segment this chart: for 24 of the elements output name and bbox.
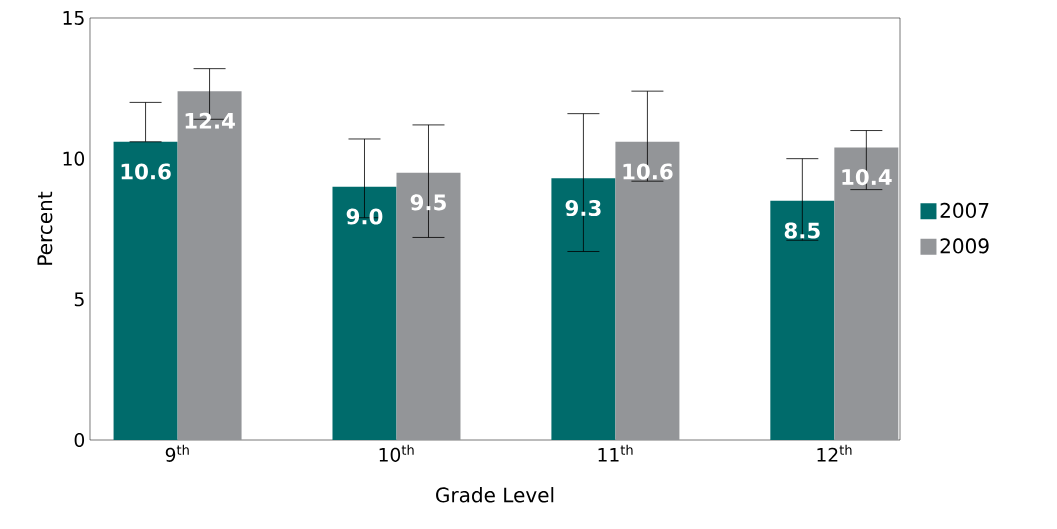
bar: [834, 147, 899, 440]
legend-label: 2009: [940, 238, 989, 254]
bar: [615, 141, 680, 440]
x-tick-label: 9$^{th}$: [165, 444, 189, 462]
bar: [551, 178, 616, 440]
y-tick-label: 0: [74, 432, 85, 448]
x-tick-label: 12$^{th}$: [817, 444, 852, 462]
data-label: 10.6: [121, 163, 171, 180]
x-axis-title: Grade Level: [436, 487, 554, 503]
x-tick-label: 11$^{th}$: [598, 444, 633, 462]
legend-label: 2007: [940, 202, 989, 218]
y-tick-label: 15: [63, 11, 84, 25]
data-label: 9.0: [346, 208, 383, 225]
y-tick-label: 10: [63, 151, 85, 166]
data-label: 8.5: [784, 222, 820, 239]
data-label: 9.3: [565, 199, 601, 217]
bar: [332, 186, 397, 440]
y-tick-label: 5: [74, 292, 84, 307]
bar: [396, 172, 461, 440]
bar: [113, 141, 178, 440]
x-tick-label: 10$^{th}$: [379, 444, 414, 462]
bar: [177, 91, 242, 440]
y-axis-title: Percent: [37, 191, 53, 265]
bar: [770, 200, 835, 440]
